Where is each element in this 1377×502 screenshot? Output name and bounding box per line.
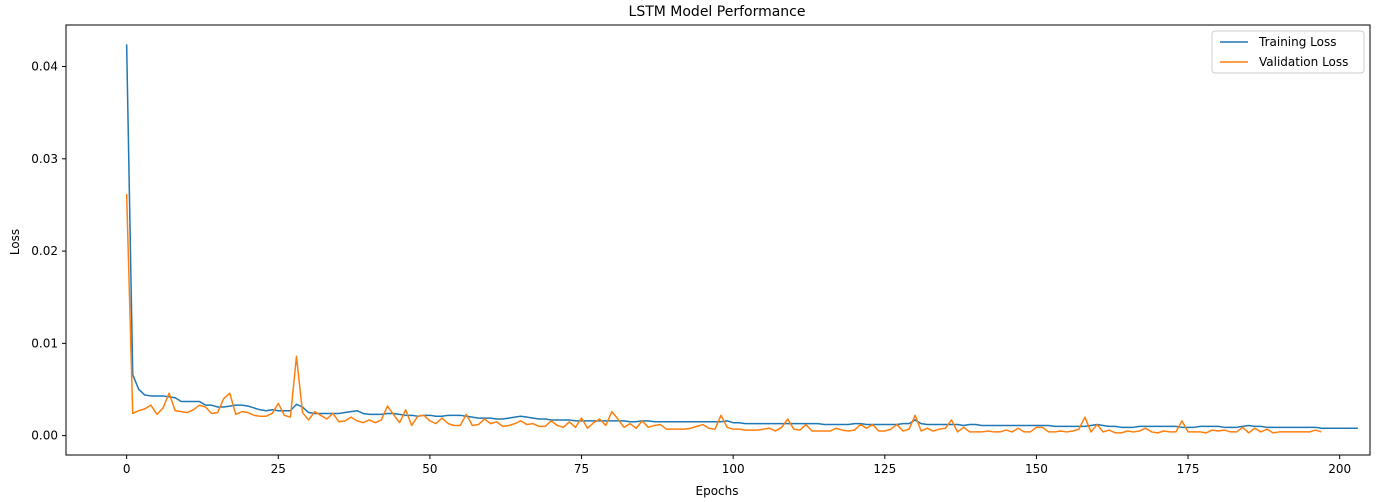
legend-box xyxy=(1211,30,1365,74)
x-tick-label: 0 xyxy=(123,462,131,476)
y-tick-label: 0.01 xyxy=(31,336,58,350)
plot-frame xyxy=(65,24,1371,456)
plot-area xyxy=(125,44,1358,434)
chart-title: LSTM Model Performance xyxy=(629,4,806,20)
x-axis: 0 25 50 75 100 125 150 175 200 xyxy=(123,455,1351,476)
y-axis-label: Loss xyxy=(8,229,22,255)
x-tick-label: 50 xyxy=(422,462,437,476)
series-line-validation-loss xyxy=(125,193,1322,434)
y-tick-label: 0.02 xyxy=(31,244,58,258)
legend: Training Loss Validation Loss xyxy=(1211,30,1365,74)
x-tick-label: 125 xyxy=(873,462,896,476)
y-tick-label: 0.03 xyxy=(31,152,58,166)
x-tick-label: 25 xyxy=(271,462,286,476)
legend-label: Training Loss xyxy=(1258,35,1336,49)
legend-label: Validation Loss xyxy=(1259,55,1348,69)
y-tick-label: 0.00 xyxy=(31,429,58,443)
x-tick-label: 200 xyxy=(1328,462,1351,476)
x-tick-label: 100 xyxy=(722,462,745,476)
x-axis-label: Epochs xyxy=(696,484,739,498)
x-tick-label: 175 xyxy=(1177,462,1200,476)
x-tick-label: 75 xyxy=(574,462,589,476)
y-tick-label: 0.04 xyxy=(31,60,58,74)
y-axis: 0.00 0.01 0.02 0.03 0.04 xyxy=(31,60,66,443)
x-tick-label: 150 xyxy=(1025,462,1048,476)
